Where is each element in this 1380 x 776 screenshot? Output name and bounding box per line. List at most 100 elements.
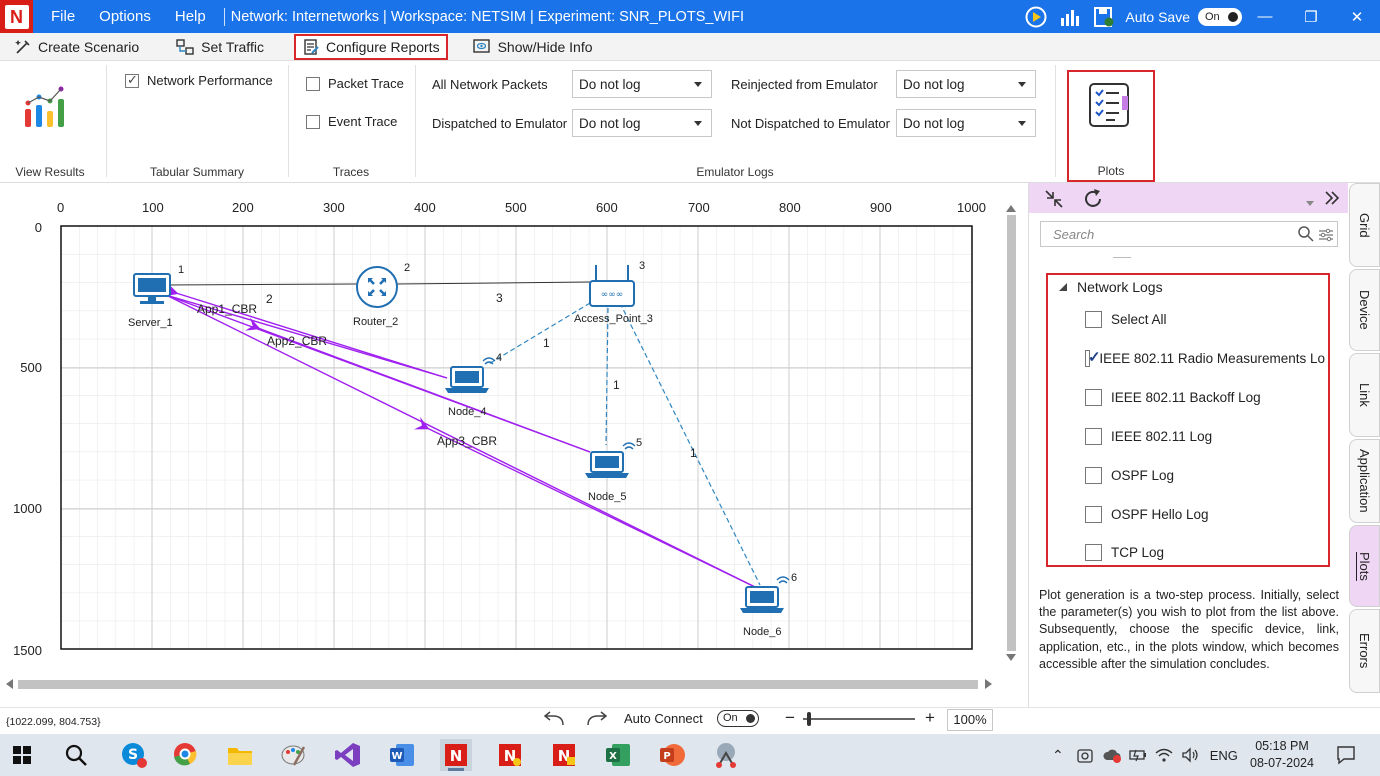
menu-file[interactable]: File (51, 8, 76, 25)
tab-configure-reports[interactable]: Configure Reports (293, 33, 448, 60)
netsim-analytics-icon[interactable]: N (548, 739, 580, 771)
windows-start-icon[interactable] (6, 739, 38, 771)
not-dispatched-dropdown[interactable]: Do not log (896, 109, 1036, 137)
search-input[interactable]: Search (1040, 221, 1338, 247)
side-tab-device[interactable]: Device (1349, 269, 1380, 351)
network-logs-header[interactable]: Network Logs (1057, 279, 1163, 295)
side-tab-errors[interactable]: Errors (1349, 609, 1380, 693)
bar-chart-icon[interactable] (1059, 6, 1081, 28)
netsim-taskbar-icon[interactable]: N (440, 739, 472, 771)
view-results-button[interactable] (22, 83, 72, 133)
search-icon[interactable] (60, 739, 92, 771)
netsim-alt-icon[interactable]: N (494, 739, 526, 771)
tray-chevron-icon[interactable]: ⌃ (1052, 746, 1064, 763)
show-hide-info-icon (472, 38, 490, 53)
auto-connect-toggle[interactable]: On (717, 710, 759, 727)
language-indicator[interactable]: ENG (1209, 747, 1238, 763)
log-checkbox[interactable] (1085, 544, 1102, 561)
svg-text:N: N (450, 747, 463, 765)
save-icon[interactable] (1093, 6, 1115, 28)
netsim-logo: N (0, 0, 33, 33)
paint-icon[interactable] (278, 739, 310, 771)
reinjected-dropdown[interactable]: Do not log (896, 70, 1036, 98)
volume-icon[interactable] (1180, 746, 1200, 764)
run-simulation-icon[interactable] (1025, 6, 1047, 28)
collapse-icon[interactable] (1043, 188, 1065, 210)
side-tab-link[interactable]: Link (1349, 353, 1380, 437)
dropdown-small-icon[interactable] (1305, 198, 1315, 208)
network-canvas[interactable]: 0 100 200 300 400 500 600 700 800 900 10… (0, 183, 1028, 707)
zoom-out-button[interactable]: − (785, 708, 795, 727)
zoom-slider[interactable] (803, 712, 915, 726)
minimize-button[interactable]: — (1257, 8, 1273, 25)
search-icon[interactable] (1297, 225, 1315, 243)
wifi-icon[interactable] (1154, 746, 1174, 764)
side-tab-plots[interactable]: Plots (1349, 525, 1380, 607)
zoom-in-button[interactable]: + (925, 708, 935, 727)
packet-trace-checkbox[interactable] (306, 76, 320, 91)
window-title: Network: Internetworks | Workspace: NETS… (230, 8, 745, 25)
redo-icon[interactable] (584, 709, 610, 729)
zoom-slider-thumb[interactable] (807, 712, 811, 726)
dispatched-dropdown[interactable]: Do not log (572, 109, 712, 137)
log-checkbox[interactable] (1085, 311, 1102, 328)
expand-panel-icon[interactable] (1323, 189, 1341, 207)
log-item-select-all[interactable]: Select All (1085, 311, 1325, 328)
not-dispatched-label: Not Dispatched to Emulator (731, 116, 890, 131)
battery-icon[interactable] (1128, 746, 1148, 764)
log-item-radio-measurements[interactable]: IEEE 802.11 Radio Measurements Lo (1085, 350, 1325, 367)
log-checkbox[interactable] (1085, 428, 1102, 445)
all-network-packets-dropdown[interactable]: Do not log (572, 70, 712, 98)
log-item-ieee80211[interactable]: IEEE 802.11 Log (1085, 428, 1325, 445)
excel-icon[interactable]: X (602, 739, 634, 771)
undo-icon[interactable] (541, 709, 567, 729)
log-checkbox[interactable] (1085, 350, 1102, 367)
menu-help[interactable]: Help (174, 8, 206, 25)
router-node-id: 2 (404, 262, 411, 274)
log-checkbox[interactable] (1085, 467, 1102, 484)
skype-icon[interactable]: S (118, 739, 150, 771)
maximize-button[interactable]: ❐ (1304, 8, 1318, 26)
event-trace-option[interactable]: Event Trace (306, 114, 397, 129)
menu-options[interactable]: Options (99, 8, 151, 25)
powerpoint-icon[interactable]: P (656, 739, 688, 771)
event-trace-checkbox[interactable] (306, 114, 320, 129)
reinjected-label: Reinjected from Emulator (731, 77, 878, 92)
filter-icon[interactable] (1317, 226, 1335, 244)
log-item-backoff[interactable]: IEEE 802.11 Backoff Log (1085, 389, 1325, 406)
cloud-sync-icon[interactable] (1102, 746, 1122, 764)
autosave-toggle[interactable]: On (1198, 7, 1242, 26)
vertical-scrollbar[interactable] (1004, 203, 1018, 663)
x-tick: 300 (323, 200, 345, 215)
log-checkbox[interactable] (1085, 389, 1102, 406)
zoom-level[interactable]: 100% (947, 709, 993, 731)
network-performance-checkbox[interactable] (125, 72, 139, 88)
tab-set-traffic[interactable]: Set Traffic (169, 34, 270, 60)
close-button[interactable]: ✕ (1350, 8, 1364, 26)
log-item-tcp[interactable]: TCP Log (1085, 544, 1325, 561)
tab-create-scenario[interactable]: Create Scenario (8, 34, 145, 60)
dispatched-label: Dispatched to Emulator (432, 116, 568, 131)
log-item-ospf[interactable]: OSPF Log (1085, 467, 1325, 484)
ap-node-id: 3 (639, 260, 646, 272)
file-explorer-icon[interactable] (224, 739, 256, 771)
horizontal-scrollbar[interactable] (4, 677, 994, 691)
log-item-ospf-hello[interactable]: OSPF Hello Log (1085, 506, 1325, 523)
camera-icon[interactable] (1076, 746, 1094, 764)
taskbar-clock[interactable]: 05:18 PM 08-07-2024 (1244, 738, 1320, 772)
snipping-tool-icon[interactable] (710, 739, 742, 771)
word-icon[interactable]: W (386, 739, 418, 771)
plots-button[interactable]: Plots (1067, 70, 1155, 182)
chrome-icon[interactable] (170, 739, 202, 771)
notification-icon[interactable] (1335, 744, 1357, 766)
network-performance-option[interactable]: Network Performance (125, 72, 273, 88)
packet-trace-option[interactable]: Packet Trace (306, 76, 404, 91)
tab-show-hide-info[interactable]: Show/Hide Info (466, 34, 599, 60)
server-node-icon (133, 273, 171, 304)
access-point-node-icon: ∞∞∞ (589, 265, 635, 307)
side-tab-grid[interactable]: Grid (1349, 183, 1380, 267)
side-tab-application[interactable]: Application (1349, 439, 1380, 523)
visual-studio-icon[interactable] (332, 739, 364, 771)
refresh-icon[interactable] (1081, 187, 1105, 211)
log-checkbox[interactable] (1085, 506, 1102, 523)
